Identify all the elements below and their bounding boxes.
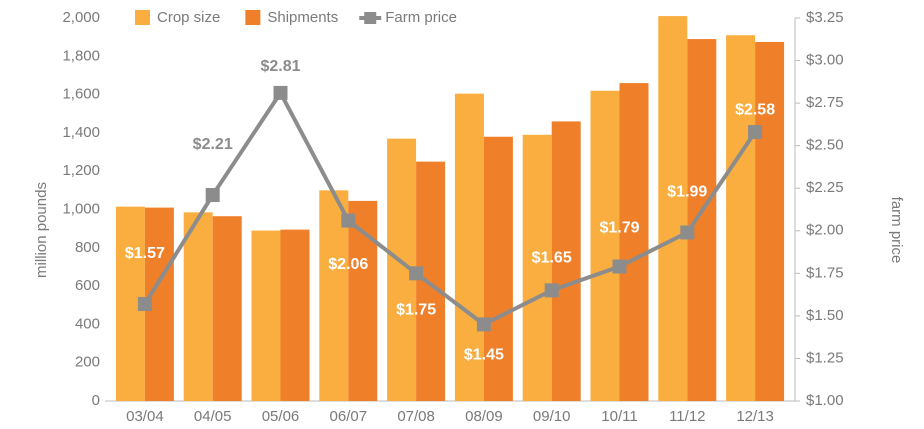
x-tick-label: 04/05 xyxy=(194,408,232,425)
y-tick-label: 200 xyxy=(75,354,100,371)
bar xyxy=(590,90,620,402)
y-tick-label: 800 xyxy=(75,239,100,256)
line-marker xyxy=(680,225,695,240)
value-label: $2.58 xyxy=(735,101,775,118)
bar xyxy=(251,230,281,401)
bar xyxy=(183,212,213,401)
bar xyxy=(687,39,717,401)
y2-tick-label: $2.50 xyxy=(806,137,844,154)
bar xyxy=(416,161,446,401)
y-tick-label: 2,000 xyxy=(62,9,100,26)
x-tick-label: 10/11 xyxy=(601,408,637,425)
y2-tick-label: $3.25 xyxy=(806,9,844,26)
bar xyxy=(483,136,513,402)
y2-tick-label: $3.00 xyxy=(806,52,844,69)
bar xyxy=(522,134,552,401)
x-tick-label: 09/10 xyxy=(533,408,571,425)
y2-tick-label: $2.25 xyxy=(806,179,844,196)
bar xyxy=(726,35,756,402)
value-label: $1.99 xyxy=(667,184,707,201)
legend-swatch xyxy=(245,10,261,25)
y-tick-label: 1,800 xyxy=(62,47,100,64)
legend-label: Crop size xyxy=(157,9,220,26)
x-tick-label: 07/08 xyxy=(397,408,435,425)
bar xyxy=(454,93,484,401)
bar xyxy=(212,216,242,401)
line xyxy=(143,88,757,327)
y-tick-label: 400 xyxy=(75,315,100,332)
line-marker xyxy=(544,283,559,298)
value-label: $1.79 xyxy=(599,220,639,237)
y-tick-label: 1,000 xyxy=(62,200,100,217)
bar xyxy=(551,121,581,401)
line-marker xyxy=(137,296,152,311)
value-label: $1.75 xyxy=(396,302,436,319)
line-marker xyxy=(409,266,424,281)
x-tick-label: 05/06 xyxy=(262,408,300,425)
line-marker xyxy=(205,188,220,203)
y-tick-label: 600 xyxy=(75,277,100,294)
line-marker xyxy=(341,213,356,228)
bar xyxy=(658,16,688,402)
y-tick-label: 1,400 xyxy=(62,124,100,141)
value-label: $2.06 xyxy=(328,256,368,273)
y2-axis-label: farm price xyxy=(888,197,905,264)
bar xyxy=(619,83,649,402)
y-tick-label: 1,600 xyxy=(62,86,100,103)
y-axis-label: million pounds xyxy=(33,182,50,278)
line-marker xyxy=(748,125,763,140)
legend-label: Farm price xyxy=(385,9,457,26)
y2-tick-label: $2.00 xyxy=(806,222,844,239)
line-marker xyxy=(273,85,288,100)
x-tick-label: 06/07 xyxy=(330,408,368,425)
value-label: $1.45 xyxy=(464,347,504,364)
x-tick-label: 03/04 xyxy=(126,408,164,425)
value-label: $1.57 xyxy=(125,245,165,262)
y-tick-label: 0 xyxy=(92,392,100,409)
x-tick-label: 11/12 xyxy=(669,408,705,425)
legend-label: Shipments xyxy=(267,9,338,26)
y2-tick-label: $1.00 xyxy=(806,392,844,409)
y2-tick-label: $1.75 xyxy=(806,264,844,281)
x-tick-label: 12/13 xyxy=(736,408,774,425)
value-label: $2.81 xyxy=(260,58,300,75)
y2-tick-label: $2.75 xyxy=(806,94,844,111)
x-tick-label: 08/09 xyxy=(465,408,503,425)
line-marker xyxy=(612,259,627,274)
line-marker xyxy=(476,317,491,332)
bar xyxy=(755,41,785,401)
y2-tick-label: $1.25 xyxy=(806,349,844,366)
y2-tick-label: $1.50 xyxy=(806,307,844,324)
value-label: $2.21 xyxy=(193,136,233,153)
y-tick-label: 1,200 xyxy=(62,162,100,179)
legend-swatch xyxy=(135,10,150,25)
bar xyxy=(280,229,310,401)
legend-swatch xyxy=(364,12,377,24)
value-label: $1.65 xyxy=(532,250,572,267)
